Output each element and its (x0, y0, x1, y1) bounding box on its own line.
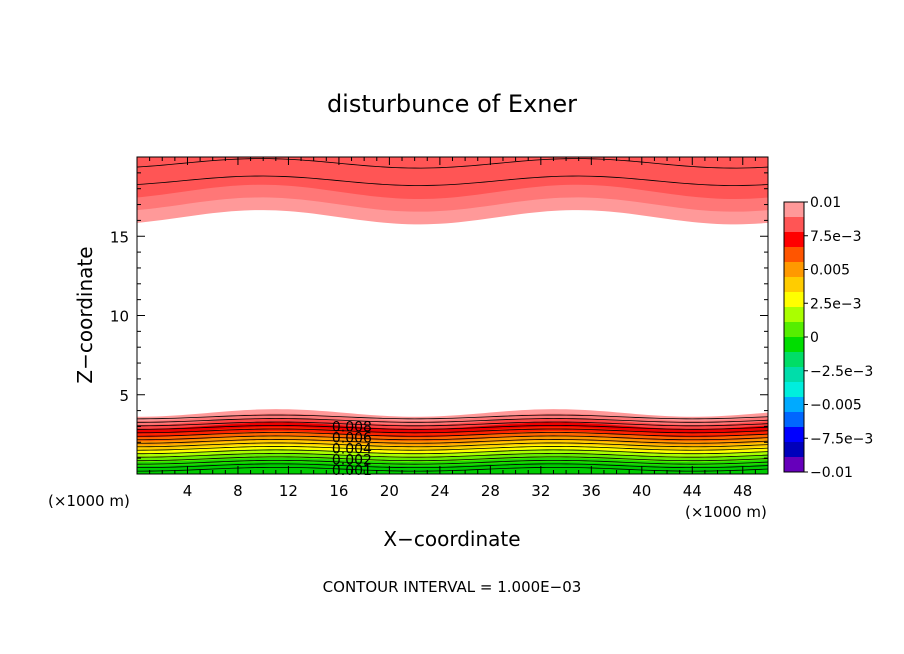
x-axis: 4 8 12 16 20 24 28 32 36 40 44 48 (149, 157, 756, 500)
colorbar-segment (784, 307, 804, 323)
colorbar-ticks: 0.01 7.5e−3 0.005 2.5e−3 0 −2.5e−3 −0.005 −7.5e… (804, 195, 873, 481)
colorbar-tick-label: 0.005 (810, 263, 850, 279)
contour-line (136, 414, 769, 420)
contour-label: 0.008 (332, 419, 372, 435)
colorbar-segment (784, 397, 804, 413)
colorbar-segment (784, 202, 804, 218)
contour-lines (136, 158, 769, 472)
contour-line (136, 158, 769, 169)
colorbar-segment (784, 232, 804, 248)
contour-line (136, 175, 769, 186)
x-tick-label: 8 (233, 482, 243, 500)
colorbar-segment (784, 262, 804, 278)
y-unit-label: (×1000 m) (48, 492, 130, 510)
colorbar-tick-label: 0.01 (810, 195, 841, 211)
x-tick-label: 40 (632, 482, 651, 500)
colorbar-tick-label: 2.5e−3 (810, 296, 862, 312)
colorbar-segment (784, 217, 804, 233)
colorbar (783, 201, 805, 473)
x-tick-label: 16 (329, 482, 348, 500)
colorbar-tick-label: 7.5e−3 (810, 229, 862, 245)
colorbar-segment (784, 367, 804, 383)
contour-line (136, 439, 769, 444)
y-tick-label: 15 (110, 228, 129, 246)
colorbar-tick-label: −0.01 (810, 465, 853, 481)
contour-label: 0.006 (332, 431, 372, 447)
y-axis: 5 10 15 (110, 172, 768, 459)
contour-line (136, 435, 769, 441)
colorbar-segment (784, 337, 804, 353)
colorbar-segment (784, 412, 804, 428)
x-tick-label: 48 (733, 482, 752, 500)
x-tick-label: 24 (430, 482, 449, 500)
contour-interval-footer: CONTOUR INTERVAL = 1.000E−03 (323, 578, 582, 596)
colorbar-segment (784, 427, 804, 443)
contour-label: 0.004 (332, 442, 372, 458)
colorbar-tick-label: −0.005 (810, 398, 862, 414)
y-tick-label: 5 (119, 387, 129, 405)
colorbar-segment (784, 457, 804, 473)
contour-line (136, 459, 769, 465)
x-tick-label: 28 (481, 482, 500, 500)
x-tick-label: 32 (531, 482, 550, 500)
colorbar-segment (784, 382, 804, 398)
y-axis-label: Z−coordinate (73, 246, 97, 383)
contour-line (136, 418, 769, 423)
contour-label: 0.002 (332, 453, 372, 469)
plot-area (137, 157, 768, 474)
contour-line (136, 442, 769, 448)
x-unit-label: (×1000 m) (685, 503, 767, 521)
contour-line (136, 421, 769, 427)
colorbar-tick-label: −7.5e−3 (810, 431, 873, 447)
contour-line (136, 452, 769, 458)
colorbar-segment (784, 292, 804, 308)
colorbar-segment (784, 322, 804, 338)
x-axis-label: X−coordinate (383, 527, 520, 551)
contour-line (136, 456, 769, 462)
contour-line (136, 449, 769, 455)
contour-line (136, 446, 769, 451)
colorbar-segment (784, 442, 804, 458)
x-tick-label: 20 (380, 482, 399, 500)
contour-line (136, 463, 769, 469)
contour-line (136, 432, 769, 437)
contour-line (136, 428, 769, 434)
y-tick-label: 10 (110, 308, 129, 326)
contour-band-top (137, 157, 768, 199)
colorbar-segment (784, 352, 804, 368)
colorbar-segment (784, 247, 804, 263)
chart-title: disturbunce of Exner (327, 90, 577, 118)
colorbar-tick-label: 0 (810, 330, 819, 346)
colorbar-segment (784, 277, 804, 293)
x-tick-label: 4 (183, 482, 193, 500)
colorbar-tick-label: −2.5e−3 (810, 364, 873, 380)
x-tick-label: 36 (582, 482, 601, 500)
x-tick-label: 44 (683, 482, 702, 500)
contour-line (136, 425, 769, 430)
x-tick-label: 12 (279, 482, 298, 500)
